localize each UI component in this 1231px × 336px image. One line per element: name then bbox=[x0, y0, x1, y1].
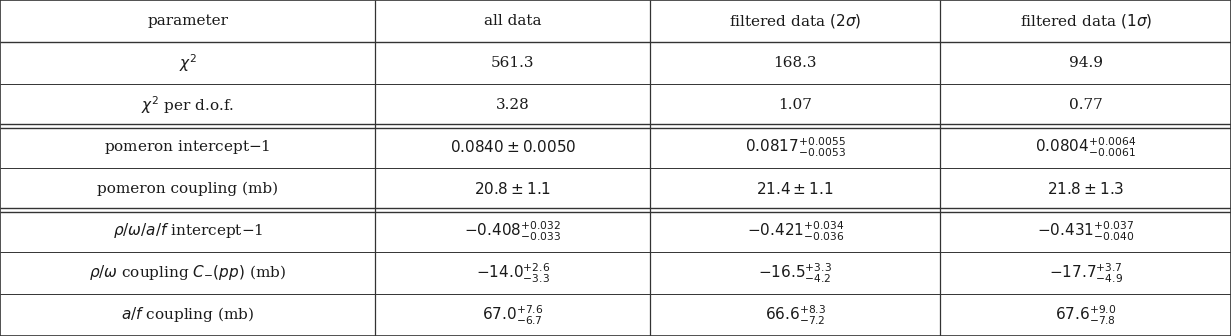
Text: 3.28: 3.28 bbox=[496, 98, 529, 112]
Text: $0.0817^{+0.0055}_{-0.0053}$: $0.0817^{+0.0055}_{-0.0053}$ bbox=[745, 135, 846, 159]
Text: $\rho/\omega$ coupling $C_{-}(pp)$ (mb): $\rho/\omega$ coupling $C_{-}(pp)$ (mb) bbox=[89, 263, 287, 283]
Text: $67.0^{+7.6}_{-6.7}$: $67.0^{+7.6}_{-6.7}$ bbox=[483, 303, 543, 327]
Text: $-14.0^{+2.6}_{-3.3}$: $-14.0^{+2.6}_{-3.3}$ bbox=[475, 261, 550, 285]
Text: parameter: parameter bbox=[148, 14, 228, 28]
Text: pomeron coupling (mb): pomeron coupling (mb) bbox=[97, 182, 278, 196]
Text: all data: all data bbox=[484, 14, 542, 28]
Text: $21.8 \pm 1.3$: $21.8 \pm 1.3$ bbox=[1048, 181, 1124, 197]
Text: $a/f$ coupling (mb): $a/f$ coupling (mb) bbox=[121, 305, 255, 325]
Text: $20.8 \pm 1.1$: $20.8 \pm 1.1$ bbox=[474, 181, 551, 197]
Text: 0.77: 0.77 bbox=[1069, 98, 1103, 112]
Text: 94.9: 94.9 bbox=[1069, 56, 1103, 70]
Text: $0.0840 \pm 0.0050$: $0.0840 \pm 0.0050$ bbox=[449, 139, 576, 155]
Text: 1.07: 1.07 bbox=[778, 98, 812, 112]
Text: $\chi^2$: $\chi^2$ bbox=[178, 52, 197, 74]
Text: $-0.431^{+0.037}_{-0.040}$: $-0.431^{+0.037}_{-0.040}$ bbox=[1037, 219, 1135, 243]
Text: $\chi^2$ per d.o.f.: $\chi^2$ per d.o.f. bbox=[142, 94, 234, 116]
Text: filtered data $(1\sigma)$: filtered data $(1\sigma)$ bbox=[1019, 12, 1152, 30]
Text: $66.6^{+8.3}_{-7.2}$: $66.6^{+8.3}_{-7.2}$ bbox=[764, 303, 826, 327]
Text: $0.0804^{+0.0064}_{-0.0061}$: $0.0804^{+0.0064}_{-0.0061}$ bbox=[1035, 135, 1136, 159]
Text: $67.6^{+9.0}_{-7.8}$: $67.6^{+9.0}_{-7.8}$ bbox=[1055, 303, 1117, 327]
Text: 168.3: 168.3 bbox=[773, 56, 817, 70]
Text: filtered data $(2\sigma)$: filtered data $(2\sigma)$ bbox=[729, 12, 862, 30]
Text: pomeron intercept$-$1: pomeron intercept$-$1 bbox=[105, 138, 271, 156]
Text: $-17.7^{+3.7}_{-4.9}$: $-17.7^{+3.7}_{-4.9}$ bbox=[1049, 261, 1123, 285]
Text: $\rho/\omega/a/f$ intercept$-$1: $\rho/\omega/a/f$ intercept$-$1 bbox=[112, 221, 263, 241]
Text: $-16.5^{+3.3}_{-4.2}$: $-16.5^{+3.3}_{-4.2}$ bbox=[758, 261, 832, 285]
Text: 561.3: 561.3 bbox=[491, 56, 534, 70]
Text: $-0.421^{+0.034}_{-0.036}$: $-0.421^{+0.034}_{-0.036}$ bbox=[746, 219, 844, 243]
Text: $-0.408^{+0.032}_{-0.033}$: $-0.408^{+0.032}_{-0.033}$ bbox=[464, 219, 561, 243]
Text: $21.4 \pm 1.1$: $21.4 \pm 1.1$ bbox=[757, 181, 833, 197]
